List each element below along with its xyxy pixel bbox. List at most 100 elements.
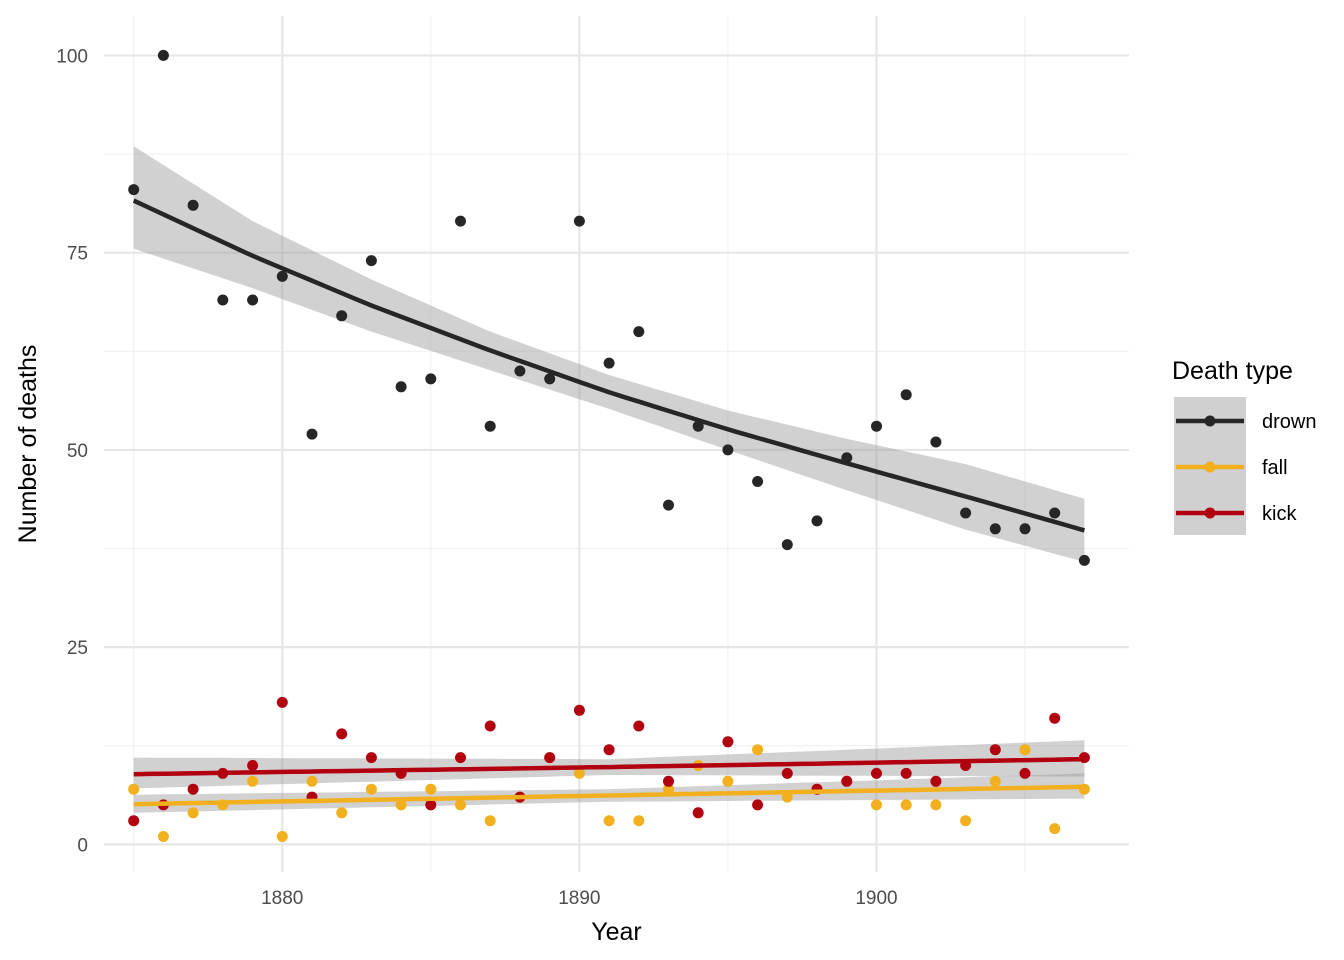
data-point-fall [365,783,377,795]
data-point-fall [425,783,437,795]
data-point-drown [1049,507,1061,519]
data-point-fall [455,799,466,811]
legend-label-drown: drown [1262,411,1316,433]
data-point-fall [128,783,140,795]
y-tick-label: 100 [56,46,88,67]
grid-lines [104,16,1129,872]
data-point-fall [960,815,972,827]
data-point-fall [900,799,912,811]
data-point-kick [365,752,377,764]
data-point-drown [603,357,615,369]
confidence-bands [133,146,1085,813]
data-point-drown [633,326,645,338]
y-tick-label: 0 [77,835,88,856]
data-point-drown [811,515,823,527]
data-point-drown [276,270,288,282]
data-point-kick [484,720,496,732]
data-point-fall [871,799,882,811]
data-point-kick [276,696,288,708]
data-point-fall [336,807,348,819]
data-points [128,49,1090,842]
data-point-fall [989,775,1001,787]
data-point-drown [157,49,169,61]
data-point-drown [752,476,764,487]
data-point-drown [247,294,259,306]
data-point-drown [663,499,674,511]
data-point-kick [425,799,437,811]
data-point-kick [187,783,199,795]
data-point-kick [663,775,674,787]
data-point-drown [781,539,793,551]
legend-title: Death type [1172,357,1293,385]
data-point-kick [128,815,140,827]
data-point-kick [722,736,734,748]
data-point-fall [603,815,615,827]
data-point-kick [1019,767,1031,779]
x-tick-label: 1900 [855,888,897,909]
data-point-kick [752,799,764,811]
y-tick-label: 25 [67,638,88,659]
x-tick-label: 1890 [558,888,600,909]
data-point-kick [544,752,556,764]
data-point-drown [306,428,318,440]
legend-label-kick: kick [1262,503,1297,525]
data-point-drown [365,255,377,267]
data-point-drown [187,199,199,211]
data-point-fall [930,799,942,811]
data-point-kick [573,704,585,716]
data-point-kick [841,775,853,787]
data-point-drown [573,215,585,227]
data-point-drown [930,436,942,448]
legend-key-point-kick [1204,507,1216,519]
trend-line-kick [133,756,1085,777]
data-point-drown [692,420,704,432]
data-point-fall [1049,823,1061,835]
data-point-fall [633,815,645,827]
data-point-drown [484,420,496,432]
data-point-drown [871,420,882,432]
data-point-drown [455,215,466,227]
data-point-fall [276,831,288,842]
data-point-kick [247,760,259,771]
data-point-drown [722,444,734,456]
y-tick-label: 75 [67,244,88,265]
confidence-band-drown [133,146,1085,562]
data-point-kick [633,720,645,732]
data-point-drown [1019,523,1031,535]
data-point-fall [247,775,259,787]
data-point-kick [781,767,793,779]
data-point-drown [217,294,229,306]
data-point-drown [425,373,437,385]
data-point-fall [306,775,318,787]
data-point-kick [871,767,882,779]
data-point-drown [336,310,348,322]
legend-label-fall: fall [1262,457,1288,479]
data-point-drown [989,523,1001,535]
x-axis-title: Year [591,918,642,946]
data-point-drown [544,373,556,385]
data-point-drown [900,389,912,401]
confidence-band-kick [133,740,1085,789]
data-point-fall [157,831,169,842]
data-point-fall [722,775,734,787]
data-point-drown [960,507,972,519]
data-point-kick [900,767,912,779]
data-point-kick [455,752,466,764]
data-point-drown [514,365,526,377]
data-point-fall [395,799,407,811]
x-tick-label: 1880 [261,888,303,909]
data-point-drown [128,184,140,196]
trend-lines [132,198,1086,807]
data-point-fall [573,767,585,779]
legend: Death type drown fall kick [1172,357,1316,535]
axis-ticks: 1880 1890 1900 0 25 50 75 100 [56,46,897,909]
y-axis-title: Number of deaths [14,345,42,544]
data-point-kick [603,744,615,756]
data-point-kick [930,775,942,787]
legend-key-point-fall [1204,461,1216,473]
trend-line-fall [133,784,1085,807]
data-point-kick [692,807,704,819]
data-point-kick [1049,712,1061,724]
data-point-fall [1019,744,1031,756]
